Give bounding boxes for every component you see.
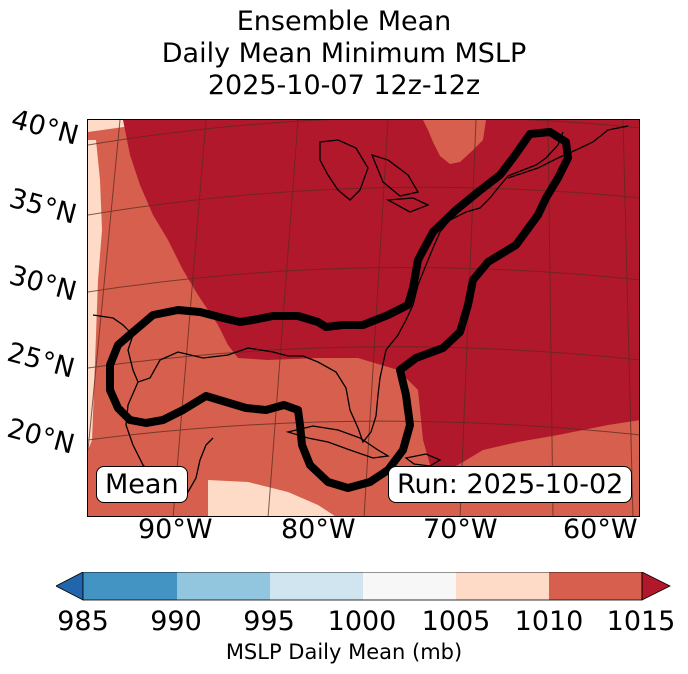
pressure-field — [88, 120, 639, 516]
colorbar-segment-1005-1010 — [456, 572, 549, 600]
title-line-3: 2025-10-07 12z-12z — [207, 70, 481, 101]
coastline-hispaniola — [404, 453, 442, 467]
colorbar-outline — [82, 572, 643, 601]
lon-line-60 — [622, 120, 634, 516]
colorbar-tick-1015: 1015 — [606, 606, 676, 637]
lon-label-60: 60°W — [563, 514, 638, 545]
lon-label-70: 70°W — [423, 514, 498, 545]
mean-label-box: Mean — [96, 466, 188, 503]
coastline-gulf — [92, 131, 564, 444]
colorbar-segment-985-990 — [83, 572, 177, 600]
colorbar — [56, 572, 671, 601]
contour-1015-bold — [106, 128, 572, 492]
title-line-1: Ensemble Mean — [236, 6, 452, 37]
pressure-region-1005-1010-west — [88, 140, 102, 450]
lon-line-85 — [172, 120, 207, 516]
colorbar-tick-990: 990 — [150, 606, 202, 637]
colorbar-under-triangle — [56, 572, 84, 601]
colorbar-segment-995-1000 — [270, 572, 363, 600]
colorbar-over-triangle — [641, 572, 671, 601]
lat-label-35: 35°N — [5, 183, 80, 231]
colorbar-tick-985: 985 — [57, 606, 109, 637]
lat-label-20: 20°N — [3, 413, 78, 461]
colorbar-tick-1010: 1010 — [514, 606, 584, 637]
coastlines — [92, 125, 629, 493]
lon-line-90 — [88, 120, 121, 451]
lat-line-40 — [88, 120, 639, 146]
lon-label-80: 80°W — [281, 514, 356, 545]
run-label-box: Run: 2025-10-02 — [388, 466, 633, 503]
lat-label-30: 30°N — [5, 260, 80, 308]
pressure-region-over-1015 — [123, 120, 639, 475]
pressure-region-1005-1010-south — [208, 480, 335, 516]
title-line-2: Daily Mean Minimum MSLP — [161, 38, 527, 69]
colorbar-segment-1000-1005 — [363, 572, 456, 600]
coastline-canada — [507, 125, 629, 179]
colorbar-tick-1000: 1000 — [327, 606, 397, 637]
map-panel: Mean Run: 2025-10-02 — [87, 119, 640, 517]
colorbar-label: MSLP Daily Mean (mb) — [225, 640, 463, 664]
colorbar-segment-1010-1015 — [549, 572, 642, 600]
lat-label-25: 25°N — [3, 337, 78, 385]
lat-line-20 — [88, 420, 639, 441]
lat-label-40: 40°N — [7, 104, 82, 152]
colorbar-tick-1005: 1005 — [421, 606, 491, 637]
coastline-great-lakes — [319, 139, 430, 213]
colorbar-tick-995: 995 — [243, 606, 295, 637]
lon-label-90: 90°W — [138, 514, 213, 545]
map-title: Ensemble Mean Daily Mean Minimum MSLP 20… — [0, 6, 688, 102]
colorbar-segment-990-995 — [177, 572, 270, 600]
coastline-cuba — [285, 425, 390, 459]
lat-line-30 — [88, 267, 639, 293]
